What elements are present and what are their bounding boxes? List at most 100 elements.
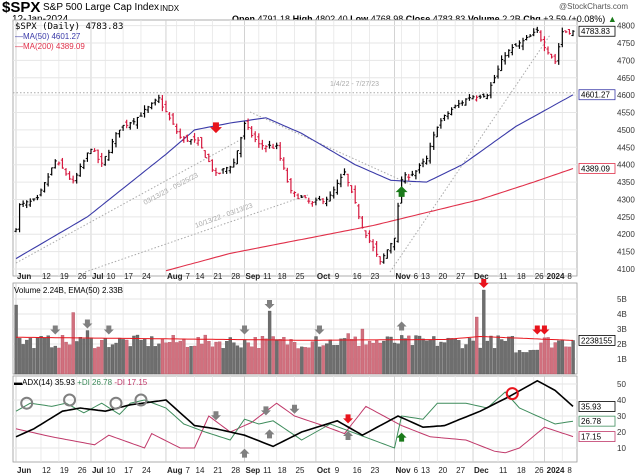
volume-bar bbox=[314, 336, 318, 375]
x-axis-label: 27 bbox=[456, 466, 465, 475]
volume-bar bbox=[178, 340, 182, 375]
adx-last-label: 35.93 bbox=[581, 403, 602, 412]
x-axis-label: Jun bbox=[17, 272, 31, 281]
volume-bar bbox=[117, 337, 122, 375]
close-label: Close bbox=[405, 14, 431, 24]
volume-bar bbox=[557, 340, 561, 375]
ma200-legend: —MA(200) 4389.09 bbox=[15, 42, 85, 51]
volume-tick-label: 4B bbox=[617, 310, 627, 319]
price-tick-label: 4650 bbox=[617, 74, 635, 83]
volume-bar bbox=[203, 334, 207, 375]
volume-value: 2.2B bbox=[502, 14, 521, 24]
adx-legend-text: ADX(14) 35.93 bbox=[22, 378, 75, 387]
volume-bar bbox=[125, 339, 129, 375]
volume-bar bbox=[428, 339, 432, 375]
buy-arrow-icon bbox=[395, 186, 408, 197]
volume-bar bbox=[439, 341, 443, 375]
signal-circle-icon bbox=[109, 396, 123, 410]
volume-bar bbox=[542, 337, 547, 375]
price-tick-label: 4500 bbox=[617, 126, 635, 135]
volume-bar bbox=[228, 337, 232, 375]
volume-bar bbox=[289, 339, 293, 375]
x-axis-label: 8 bbox=[567, 272, 572, 281]
trendline-2 bbox=[84, 194, 309, 273]
down-arrow-icon bbox=[539, 325, 550, 335]
x-axis-label: 26 bbox=[78, 466, 87, 475]
down-arrow-icon bbox=[50, 325, 61, 335]
x-axis-label: 12 bbox=[42, 272, 51, 281]
ma50-line bbox=[15, 94, 574, 260]
volume-bar bbox=[400, 335, 404, 375]
volume-bar bbox=[200, 343, 204, 375]
x-axis-label: 18 bbox=[278, 466, 287, 475]
down-arrow-icon bbox=[239, 325, 250, 335]
volume-bar bbox=[242, 339, 247, 375]
adx-last-label-box bbox=[578, 401, 616, 412]
volume-bar bbox=[282, 336, 286, 375]
x-axis-label: Jul bbox=[92, 466, 104, 475]
volume-bar bbox=[57, 347, 61, 375]
x-axis-label: 18 bbox=[278, 272, 287, 281]
x-axis-label: 26 bbox=[535, 466, 544, 475]
volume-bar bbox=[14, 304, 18, 375]
x-axis-label: 23 bbox=[370, 466, 379, 475]
adx-legend: ▬ADX(14) 35.93 +DI 26.78 -DI 17.15 bbox=[14, 378, 148, 387]
price-tick-label: 4700 bbox=[617, 56, 635, 65]
x-axis-label: 11 bbox=[499, 272, 508, 281]
volume-bar bbox=[135, 334, 140, 375]
ma200-last-label-box bbox=[578, 163, 616, 174]
x-axis-label: 7 bbox=[186, 466, 191, 475]
volume-bar bbox=[300, 346, 304, 375]
down-arrow-icon bbox=[314, 325, 325, 335]
volume-bar bbox=[107, 347, 111, 375]
volume-bar bbox=[357, 345, 361, 375]
volume-bar bbox=[528, 350, 532, 375]
volume-bar bbox=[489, 335, 493, 375]
volume-bar bbox=[121, 339, 125, 375]
volume-bar bbox=[267, 310, 272, 375]
price-tick-label: 4750 bbox=[617, 39, 635, 48]
volume-bar bbox=[225, 341, 229, 375]
volume-bar bbox=[328, 339, 332, 375]
volume-bar bbox=[410, 345, 415, 375]
ma200-legend-text: MA(200) 4389.09 bbox=[23, 42, 85, 51]
x-axis-label: 16 bbox=[353, 466, 362, 475]
x-axis-label: 11 bbox=[263, 466, 272, 475]
volume-bar bbox=[139, 340, 143, 375]
up-arrow-icon bbox=[343, 431, 354, 440]
volume-ema-line bbox=[16, 335, 574, 341]
x-axis-label: 21 bbox=[213, 466, 222, 475]
volume-bar bbox=[560, 339, 565, 375]
panel-frame-0 bbox=[12, 19, 578, 277]
x-axis-label: 12 bbox=[42, 466, 51, 475]
volume-bar bbox=[510, 335, 515, 375]
minus-di-last-label: 17.15 bbox=[581, 433, 602, 442]
index-name: S&P 500 Large Cap Index bbox=[43, 2, 160, 13]
volume-bar bbox=[160, 338, 165, 375]
x-axis-label: 9 bbox=[335, 466, 340, 475]
volume-label: Volume bbox=[467, 14, 500, 24]
volume-bar bbox=[335, 345, 340, 375]
last-price-label-box bbox=[578, 25, 616, 37]
volume-bar bbox=[346, 333, 350, 375]
volume-bar bbox=[250, 346, 254, 375]
volume-bar bbox=[546, 337, 550, 375]
volume-bar bbox=[471, 340, 475, 375]
adx-tick-label: 40 bbox=[617, 396, 626, 405]
volume-bar bbox=[485, 340, 490, 375]
x-axis-label: 20 bbox=[438, 466, 447, 475]
volume-bar bbox=[260, 336, 265, 375]
volume-bar bbox=[75, 341, 79, 375]
volume-bar bbox=[82, 338, 86, 375]
volume-bar bbox=[110, 344, 115, 375]
x-axis-label: Dec bbox=[474, 272, 489, 281]
volume-bar bbox=[375, 340, 379, 375]
volume-bar bbox=[446, 337, 450, 375]
volume-bar bbox=[100, 340, 104, 375]
volume-bar bbox=[353, 336, 357, 375]
volume-bar bbox=[185, 346, 190, 375]
signal-circle-icon bbox=[505, 387, 519, 401]
volume-bar bbox=[553, 342, 557, 375]
plus-di-legend: +DI 26.78 bbox=[77, 378, 113, 387]
